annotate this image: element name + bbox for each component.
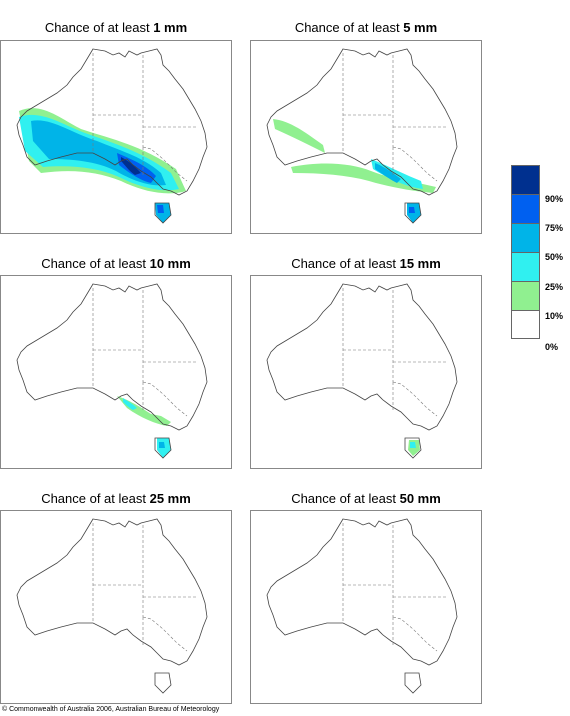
panel-4-map (250, 275, 482, 469)
panel-title-prefix: Chance of at least (291, 256, 400, 271)
australia-map-25mm (16, 518, 208, 694)
panel-title-amount: 15 mm (399, 256, 441, 271)
legend-label-90: 90% (545, 194, 564, 204)
legend-label-75: 75% (545, 223, 564, 233)
shading-10pct (273, 119, 325, 153)
panel-4-title: Chance of at least 15 mm (250, 256, 482, 271)
australia-map-10mm (16, 283, 208, 459)
legend-swatch-0 (511, 310, 540, 339)
legend-swatch-75 (511, 194, 540, 223)
panel-6-title: Chance of at least 50 mm (250, 491, 482, 506)
panel-3-title: Chance of at least 10 mm (0, 256, 232, 271)
legend-label-0: 0% (545, 342, 559, 352)
australia-map-1mm (16, 48, 208, 224)
panel-title-prefix: Chance of at least (41, 256, 150, 271)
panel-1-title: Chance of at least 1 mm (0, 20, 232, 35)
legend: 90% 75% 50% 25% 10% 0% (511, 165, 563, 352)
shading-50pct (375, 163, 401, 183)
shading-tas-core-1mm (157, 205, 164, 213)
panel-title-amount: 50 mm (399, 491, 441, 506)
shading-25pct (123, 398, 137, 410)
shading-tas-core-10mm (159, 442, 165, 448)
shading-10pct-coast (291, 163, 436, 193)
panel-title-amount: 10 mm (149, 256, 191, 271)
panel-6-map (250, 510, 482, 704)
panel-2-title: Chance of at least 5 mm (250, 20, 482, 35)
legend-label-10: 10% (545, 311, 564, 321)
panel-title-amount: 1 mm (153, 20, 188, 35)
legend-swatch-25 (511, 252, 540, 281)
shading-25pct (371, 159, 423, 189)
panel-3-map (0, 275, 232, 469)
panel-title-amount: 5 mm (403, 20, 438, 35)
australia-map-5mm (266, 48, 458, 224)
legend-swatch-50 (511, 223, 540, 252)
panel-5-map (0, 510, 232, 704)
australia-map-15mm (266, 283, 458, 459)
panel-1-map (0, 40, 232, 234)
legend-label-50: 50% (545, 252, 564, 262)
copyright-notice: © Commonwealth of Australia 2006, Austra… (2, 706, 220, 713)
panel-title-prefix: Chance of at least (41, 491, 150, 506)
legend-swatch-10 (511, 281, 540, 310)
australia-map-50mm (266, 518, 458, 694)
panel-title-amount: 25 mm (149, 491, 191, 506)
panel-5-title: Chance of at least 25 mm (0, 491, 232, 506)
panel-title-prefix: Chance of at least (44, 20, 154, 35)
panel-title-prefix: Chance of at least (294, 20, 404, 35)
shading-90pct (121, 157, 141, 175)
shading-tas-core-5mm (409, 207, 415, 213)
shading-tas-core-15mm (410, 442, 416, 448)
panel-title-prefix: Chance of at least (291, 491, 400, 506)
legend-label-25: 25% (545, 282, 564, 292)
legend-swatch-90 (511, 165, 540, 194)
panel-2-map (250, 40, 482, 234)
